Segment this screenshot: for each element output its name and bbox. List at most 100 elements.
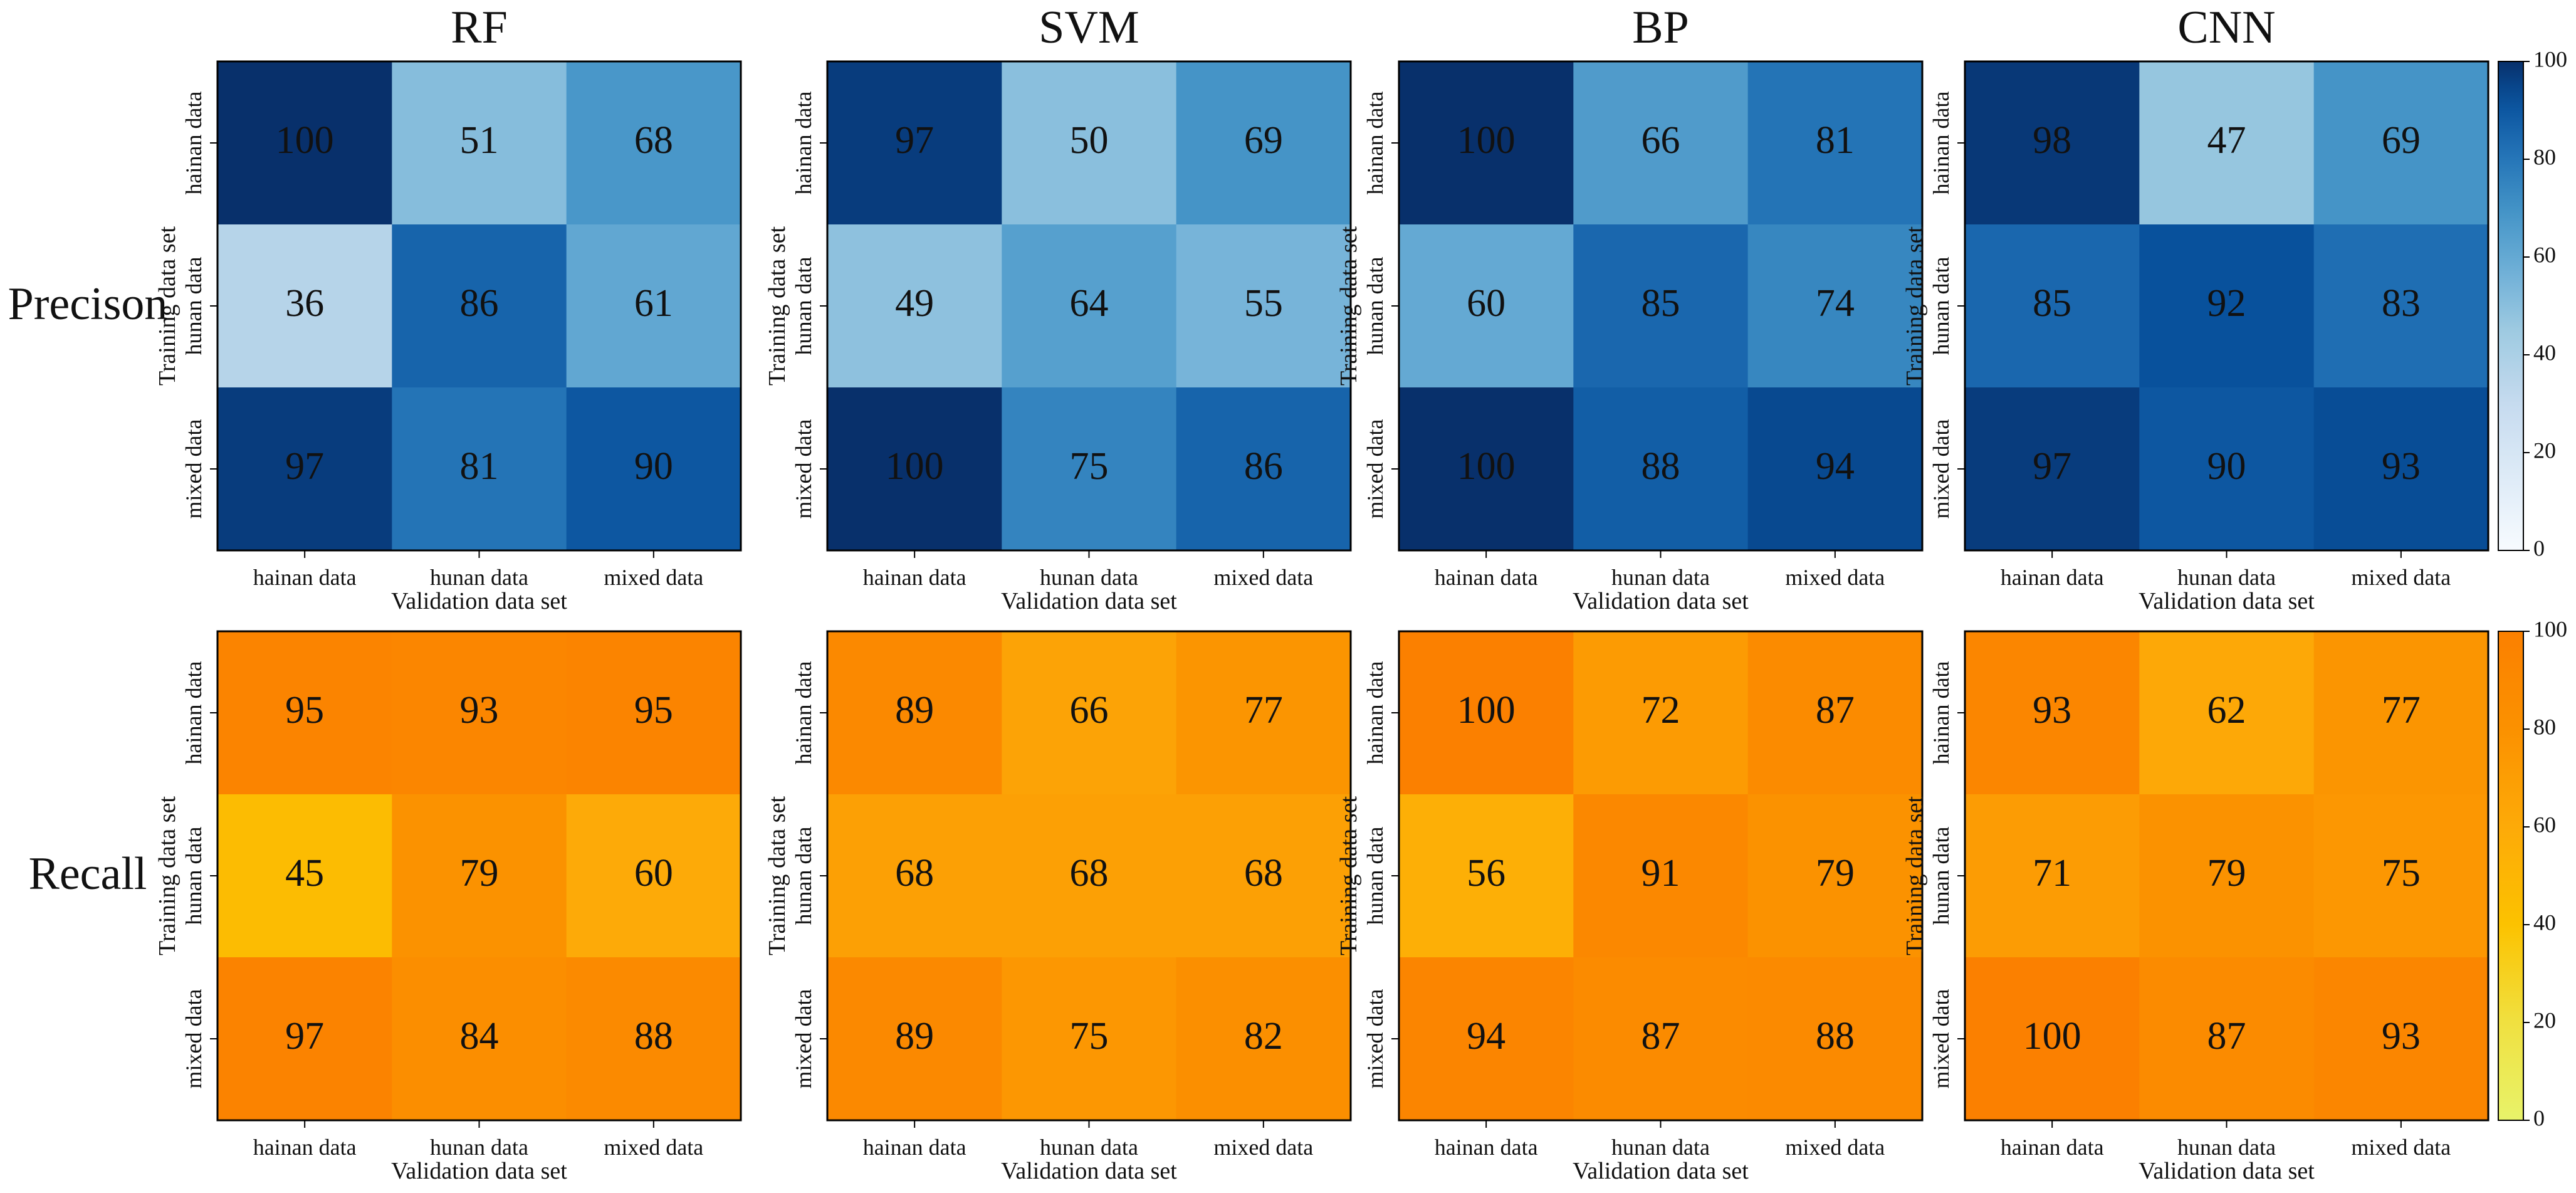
cell-value-label: 89 (895, 689, 934, 732)
heatmap-cell (392, 794, 567, 958)
x-axis-title: Validation data set (391, 1158, 567, 1184)
y-tick-label: hunan data (181, 257, 206, 355)
y-tick-label: hainan data (181, 661, 206, 765)
heatmap-panel-rf: 95 93 95 45 79 60 97 84 88 hainan data hainan data… (154, 630, 742, 1184)
cell-value-label: 85 (1641, 282, 1680, 325)
heatmap-cell (1965, 957, 2140, 1121)
heatmap-cell (2313, 631, 2489, 795)
heatmap-cell (566, 61, 741, 225)
heatmap-cell (1573, 631, 1749, 795)
heatmap-cell (2313, 224, 2489, 388)
x-axis-title: Validation data set (1573, 1158, 1749, 1184)
cell-value-label: 64 (1070, 282, 1109, 325)
cell-value-label: 68 (1244, 852, 1283, 895)
heatmap-panel-cnn: 93 62 77 71 79 75 100 87 93 hainan data hainan dat… (1902, 630, 2490, 1184)
y-tick-label: hainan data (1929, 661, 1954, 765)
heatmap-cell (827, 224, 1002, 388)
y-axis-title: Training data set (764, 796, 790, 955)
cell-value-label: 91 (1641, 852, 1680, 895)
heatmap-cell (1965, 61, 2140, 225)
y-tick-label: mixed data (1929, 419, 1954, 519)
heatmap-cell (2313, 61, 2489, 225)
x-axis-title: Validation data set (1001, 1158, 1177, 1184)
heatmap-cell (1002, 224, 1177, 388)
heatmap-cell (1176, 957, 1351, 1121)
heatmap-panel-cnn: 98 47 69 85 92 83 97 90 93 hainan data hainan data… (1902, 2, 2490, 614)
heatmap-cell (1747, 61, 1923, 225)
heatmap-cell (1002, 794, 1177, 958)
heatmap-cell (1399, 224, 1574, 388)
model-title: RF (451, 2, 508, 53)
cell-value-label: 100 (1457, 119, 1516, 162)
heatmap-cell (217, 224, 392, 388)
colorbar-tick-label: 20 (2533, 438, 2556, 463)
cell-value-label: 94 (1816, 445, 1855, 488)
x-tick-label: hunan data (2177, 1135, 2276, 1160)
cell-value-label: 95 (634, 689, 673, 732)
cell-value-label: 66 (1070, 689, 1109, 732)
y-tick-label: hainan data (791, 92, 816, 195)
cell-value-label: 69 (1244, 119, 1283, 162)
x-tick-label: hunan data (1040, 1135, 1138, 1160)
model-title: SVM (1039, 2, 1139, 53)
heatmap-cell (217, 794, 392, 958)
heatmap-cell (392, 61, 567, 225)
heatmap-cell (1399, 61, 1574, 225)
colorbar-tick-label: 60 (2533, 242, 2556, 267)
cell-value-label: 71 (2033, 852, 2071, 895)
heatmap-cell (827, 631, 1002, 795)
cell-value-label: 100 (2023, 1015, 2081, 1058)
heatmap-cell (1747, 631, 1923, 795)
cell-value-label: 45 (285, 852, 324, 895)
colorbar-tick-label: 100 (2533, 616, 2567, 641)
heatmap-cell (1002, 957, 1177, 1121)
heatmap-cell (1573, 387, 1749, 551)
y-tick-label: mixed data (1929, 989, 1954, 1089)
y-axis-title: Training data set (154, 796, 181, 955)
cell-value-label: 94 (1467, 1015, 1505, 1058)
heatmap-cell (2139, 794, 2315, 958)
x-tick-label: hunan data (1611, 1135, 1710, 1160)
cell-value-label: 89 (895, 1015, 934, 1058)
heatmap-cell (1747, 387, 1923, 551)
cell-value-label: 50 (1070, 119, 1109, 162)
heatmap-cell (827, 957, 1002, 1121)
heatmap-cell (2139, 61, 2315, 225)
y-tick-label: hunan data (1363, 257, 1388, 355)
heatmap-cell (1176, 224, 1351, 388)
row-title: Recall (28, 848, 147, 900)
cell-value-label: 55 (1244, 282, 1283, 325)
x-axis-title: Validation data set (2139, 1158, 2315, 1184)
heatmap-cell (2139, 631, 2315, 795)
cell-value-label: 93 (2033, 689, 2071, 732)
cell-value-label: 79 (1816, 852, 1855, 895)
cell-value-label: 100 (886, 445, 944, 488)
heatmap-cell (1176, 794, 1351, 958)
x-tick-label: mixed data (604, 1135, 703, 1160)
y-axis-title: Training data set (764, 226, 790, 386)
y-tick-label: hainan data (1363, 661, 1388, 765)
heatmap-panel-rf: 100 51 68 36 86 61 97 81 90 hainan data hainan dat… (154, 2, 742, 614)
cell-value-label: 56 (1467, 852, 1505, 895)
cell-value-label: 93 (2382, 1015, 2421, 1058)
y-axis-title: Training data set (154, 226, 181, 386)
cell-value-label: 60 (1467, 282, 1505, 325)
x-tick-label: hainan data (253, 565, 357, 590)
heatmap-panel-svm: 97 50 69 49 64 55 100 75 86 hainan data hainan dat… (764, 2, 1352, 614)
heatmap-cell (2139, 224, 2315, 388)
y-tick-label: mixed data (181, 419, 206, 519)
heatmap-cell (392, 224, 567, 388)
x-axis-title: Validation data set (1573, 588, 1749, 614)
cell-value-label: 97 (285, 1015, 324, 1058)
heatmap-cell (2313, 957, 2489, 1121)
colorbar: 0 20 40 60 80 100 (2498, 616, 2567, 1130)
heatmap-cell (1747, 957, 1923, 1121)
heatmap-cell (1176, 387, 1351, 551)
heatmap-cell (217, 61, 392, 225)
x-tick-label: mixed data (1213, 565, 1313, 590)
y-tick-label: mixed data (1363, 989, 1388, 1089)
heatmap-cell (1965, 794, 2140, 958)
x-tick-label: mixed data (1213, 1135, 1313, 1160)
x-tick-label: mixed data (2351, 565, 2451, 590)
x-tick-label: hainan data (253, 1135, 357, 1160)
